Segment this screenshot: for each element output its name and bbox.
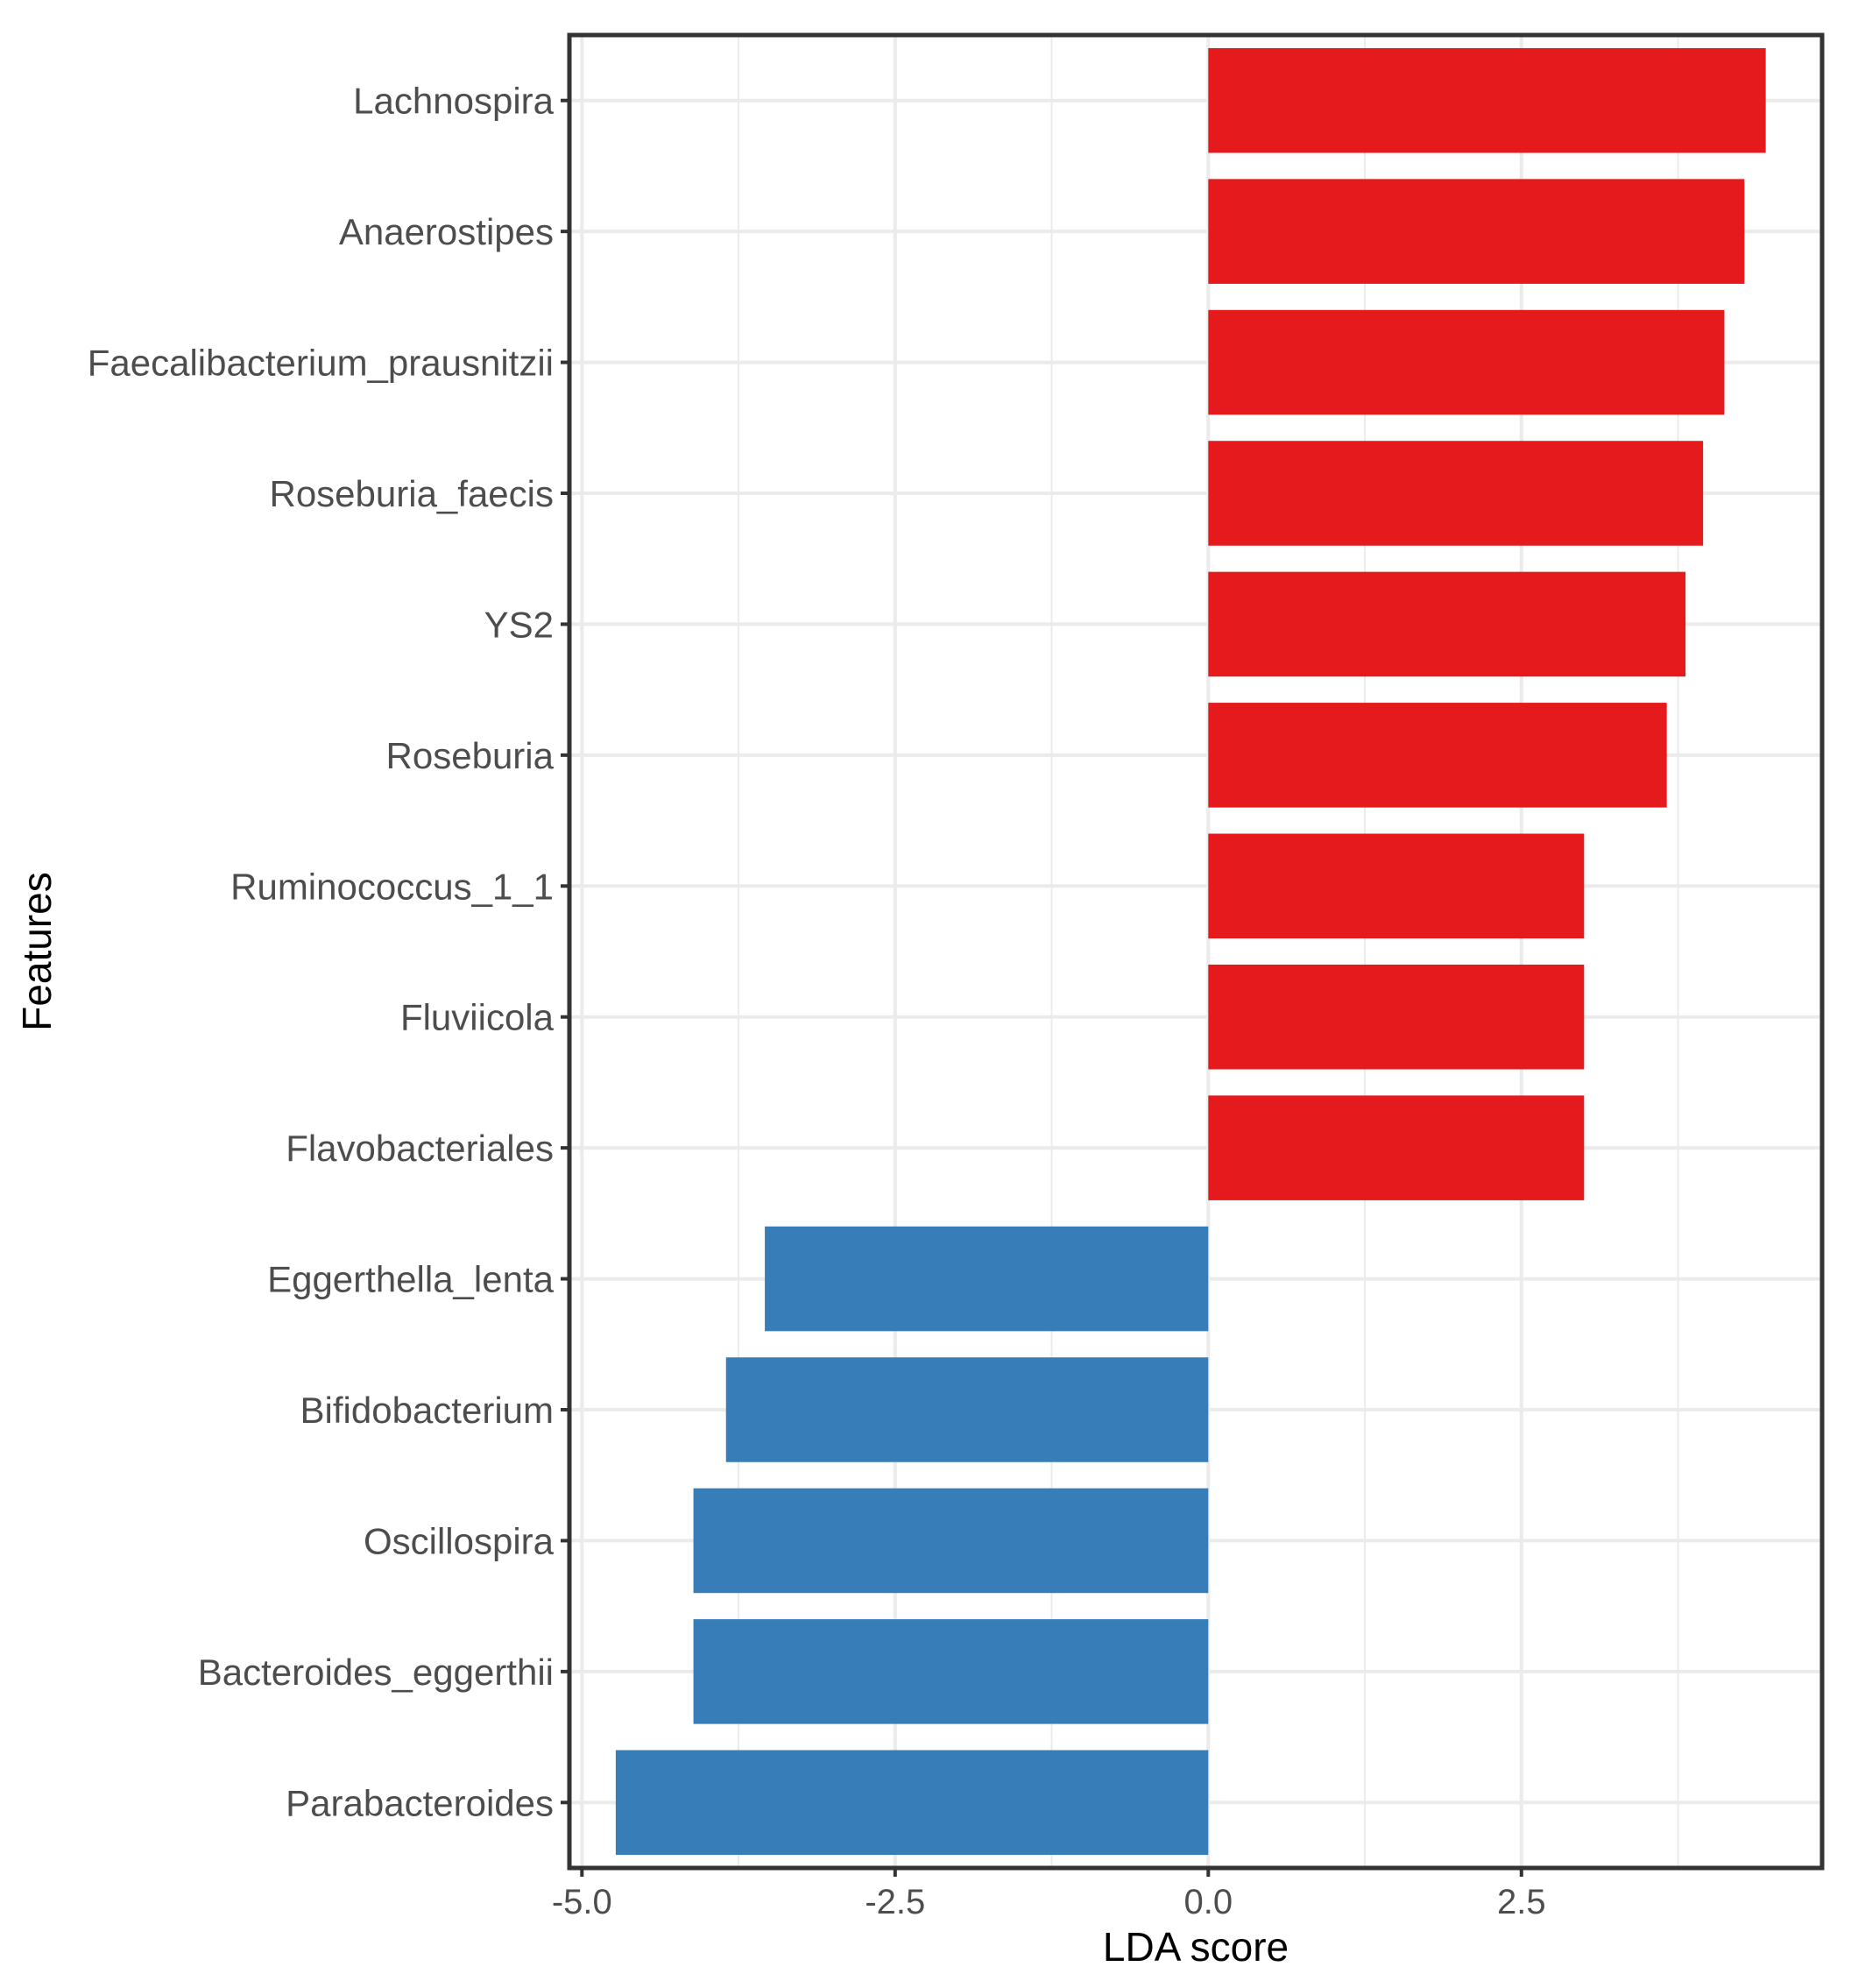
x-axis-title: LDA score [1103,1924,1289,1970]
bar-positive [1208,964,1585,1070]
bar-positive [1208,833,1585,939]
feature-label: Flavobacteriales [286,1128,554,1169]
y-axis-title: Features [14,872,60,1031]
feature-label: Ruminococcus_1_1 [230,866,554,907]
x-tick-label: -5.0 [552,1883,612,1921]
bar-negative [693,1619,1209,1724]
x-tick-label: 2.5 [1497,1883,1546,1921]
bar-positive [1208,703,1667,808]
bars [615,47,1766,1856]
panel-border [567,32,1825,1871]
feature-label: Oscillospira [364,1520,555,1561]
x-axis: -5.0 -2.5 0.0 2.5 [552,1868,1546,1921]
bar-negative [615,1750,1209,1856]
y-axis: Lachnospira Anaerostipes Faecalibacterium_… [88,81,569,1823]
feature-label: Roseburia_faecis [269,473,554,514]
bar-positive [1208,179,1745,284]
bar-negative [693,1488,1209,1594]
feature-label: Fluviicola [400,997,555,1038]
feature-label: Bacteroides_eggerthii [198,1652,554,1693]
bar-positive [1208,309,1725,415]
bar-negative [765,1226,1209,1332]
bar-positive [1208,441,1704,546]
feature-label: Lachnospira [353,81,554,122]
feature-label: Roseburia [386,735,555,776]
x-tick-label: -2.5 [865,1883,925,1921]
feature-label: Parabacteroides [286,1782,554,1823]
feature-label: Eggerthella_lenta [267,1259,555,1300]
bar-positive [1208,1095,1585,1200]
bar-positive [1208,47,1766,153]
feature-label: Bifidobacterium [300,1390,554,1431]
bar-positive [1208,571,1686,677]
feature-label: Faecalibacterium_prausnitzii [88,343,554,384]
bar-negative [725,1357,1209,1462]
feature-label: Anaerostipes [339,211,554,252]
feature-label: YS2 [484,604,554,645]
x-tick-label: 0.0 [1183,1883,1233,1921]
